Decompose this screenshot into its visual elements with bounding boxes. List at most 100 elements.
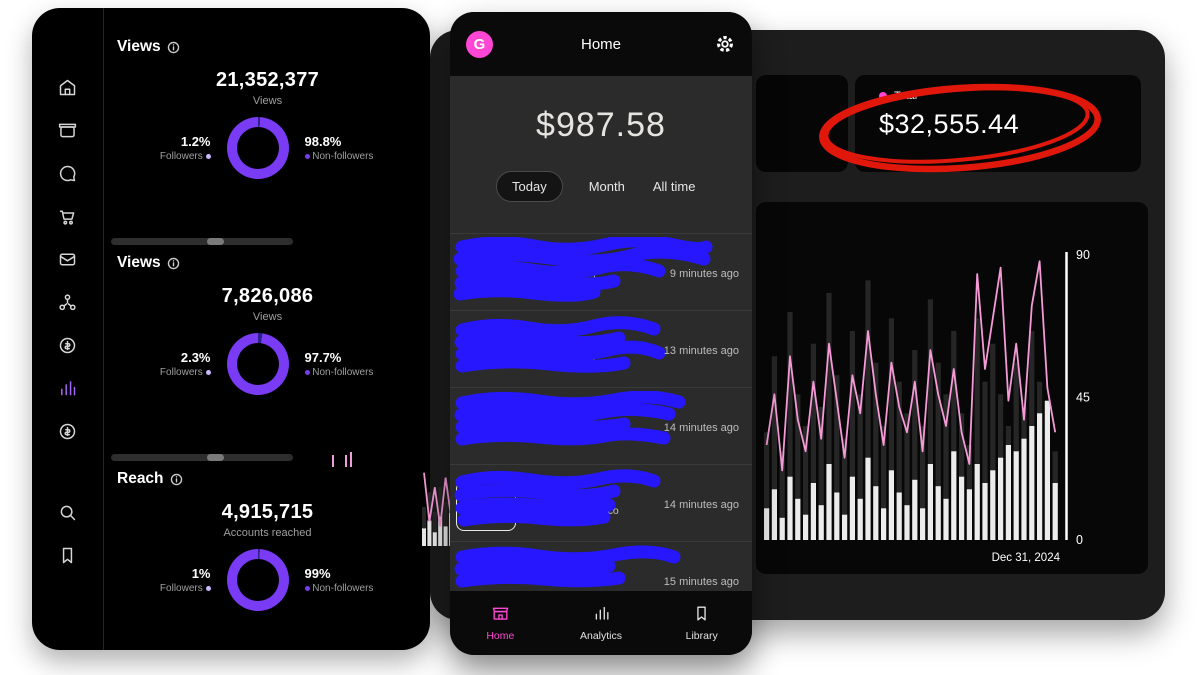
transaction-time: 9 minutes ago [669,268,739,280]
svg-text:45: 45 [1076,391,1090,405]
commerce-icon[interactable] [57,195,78,238]
tab-all-time[interactable]: All time [652,178,696,194]
stat-cards-row: Total $32,555.44 [430,75,1165,173]
messages-icon[interactable] [57,152,78,195]
home-icon[interactable] [57,66,78,109]
transaction-time: 14 minutes ago [663,422,739,434]
info-icon[interactable] [167,257,180,270]
total-earnings-card: Total $32,555.44 [855,75,1141,172]
scrollbar-thumb[interactable] [207,454,224,461]
monetization-icon[interactable] [57,324,78,367]
nonfollowers-stat: 99% Non-followers [304,566,374,594]
transaction-row[interactable]: mail.com 14 minutes ago [450,388,752,465]
planner-icon[interactable] [57,281,78,324]
nonfollowers-dot-icon [304,369,310,375]
stat-card-partial [756,75,848,172]
nav-item-analytics[interactable]: Analytics [551,591,652,655]
scrollbar-thumb[interactable] [207,238,224,245]
nonfollowers-stat: 98.8% Non-followers [304,134,374,162]
section-value: 21,352,377 [215,69,320,91]
inbox-icon[interactable] [57,238,78,281]
app-logo: G [466,30,493,58]
total-legend-dot-icon [879,92,887,100]
followers-dot-icon [205,585,211,591]
followers-donut-chart [226,333,289,395]
insights-icon[interactable] [57,367,78,410]
app-logo-letter: G [473,35,486,53]
time-filter-tabs: Today Month All time [450,170,752,202]
scrollbar[interactable] [111,238,293,245]
blue-scribble-redaction [454,545,681,588]
nonfollowers-stat: 97.7% Non-followers [304,350,374,378]
followers-stat: 2.3% Followers [159,350,211,378]
search-icon[interactable] [57,491,78,534]
section-value-label: Views [252,95,283,107]
page-title: Home [580,35,621,53]
transaction-row[interactable]: g@gmail.com 9 minutes ago [450,234,752,311]
total-label: Total [894,90,918,102]
nonfollowers-dot-icon [304,153,310,159]
followers-dot-icon [205,369,211,375]
tab-month[interactable]: Month [588,178,625,194]
section-title: Reach [117,470,164,487]
nonfollowers-dot-icon [304,585,310,591]
nav-label: Library [685,630,718,642]
phone-header: G Home [450,12,752,76]
nav-item-home[interactable]: Home [450,591,551,655]
tab-today[interactable]: Today [496,170,563,202]
followers-donut-chart [226,117,289,179]
followers-stat: 1% Followers [159,566,211,594]
background-chart-sliver [422,472,453,546]
bottom-nav: Home Analytics Library [450,591,752,655]
total-value: $32,555.44 [879,109,1020,139]
insight-section: Reach 4,915,715 Accounts reached 1% Foll… [105,470,430,650]
blue-scribble-redaction [454,316,666,373]
transaction-time: 15 minutes ago [663,576,739,588]
section-value-label: Views [252,311,283,323]
nav-label: Home [486,630,515,642]
scrollbar[interactable] [111,454,293,461]
earnings-chart-card: 90 45 0 Dec 31, 2024 [756,202,1148,574]
settings-gear-icon[interactable] [714,33,736,55]
phone-body: $987.58 Today Month All time g@gmail.com 9… [450,76,752,619]
transactions-list: g@gmail.com 9 minutes ago do@gm 13 minute… [450,233,752,619]
chart-date-label: Dec 31, 2024 [991,552,1060,564]
section-title: Views [117,254,161,271]
blue-scribble-redaction [454,469,661,527]
transaction-row[interactable]: il.co 14 minutes ago [450,465,752,542]
insight-section: Views 21,352,377 Views 1.2% Followers 98… [105,38,430,228]
library-icon [692,604,711,626]
mobile-app-panel: G Home $987.58 Today Month All time g@gmai… [450,12,752,655]
pink-tick-marks [332,452,352,467]
blue-scribble-redaction [454,237,713,302]
svg-text:90: 90 [1076,248,1090,262]
insight-section: Views 7,826,086 Views 2.3% Followers 97.… [105,254,430,444]
saved-icon[interactable] [57,534,78,577]
info-icon[interactable] [167,41,180,54]
sidebar-nav [32,8,104,650]
transaction-row[interactable]: do@gm 13 minutes ago [450,311,752,388]
transaction-time: 14 minutes ago [663,499,739,511]
section-value-label: Accounts reached [223,527,312,539]
blue-scribble-redaction [454,391,686,446]
section-value: 4,915,715 [221,501,314,523]
info-icon[interactable] [170,473,183,486]
billing-icon[interactable] [57,410,78,453]
nav-item-library[interactable]: Library [651,591,752,655]
followers-stat: 1.2% Followers [159,134,211,162]
followers-dot-icon [205,153,211,159]
content-icon[interactable] [57,109,78,152]
section-value: 7,826,086 [221,285,314,307]
earnings-chart: 90 45 0 [764,248,1090,547]
followers-donut-chart [226,549,289,611]
svg-text:0: 0 [1076,533,1083,547]
insights-content: Views 21,352,377 Views 1.2% Followers 98… [105,8,430,650]
transaction-time: 13 minutes ago [663,345,739,357]
section-title: Views [117,38,161,55]
balance-amount: $987.58 [536,106,666,144]
insights-panel: Views 21,352,377 Views 1.2% Followers 98… [32,8,430,650]
analytics-icon [592,604,611,626]
home-icon [491,604,510,626]
nav-label: Analytics [580,630,623,642]
